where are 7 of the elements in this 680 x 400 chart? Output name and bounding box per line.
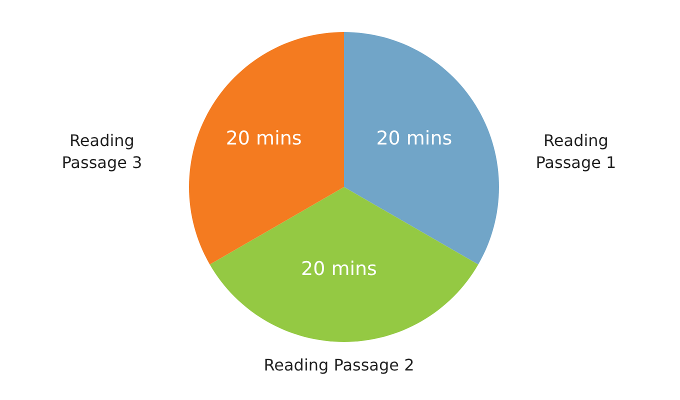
data-label: 20 mins [301, 258, 377, 280]
pie-slice [210, 187, 478, 342]
data-label: 20 mins [376, 128, 452, 150]
slice-label: Reading Passage 3 [62, 130, 142, 172]
data-label: 20 mins [226, 128, 302, 150]
slice-label: Reading Passage 1 [536, 130, 616, 172]
slice-label: Reading Passage 2 [264, 356, 414, 374]
